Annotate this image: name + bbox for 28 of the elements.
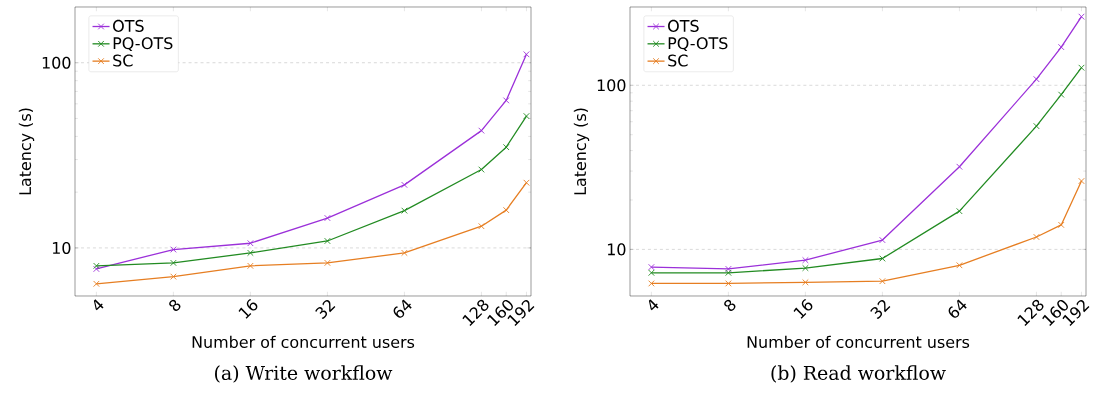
x-tick-label: 16 (238, 299, 258, 319)
y-axis-title: Latency (s) (573, 108, 590, 195)
y-tick-label: 10 (52, 241, 71, 254)
legend-label: SC (668, 54, 688, 67)
x-tick-label: 128 (462, 299, 489, 326)
x-tick-label: 8 (724, 299, 736, 312)
x-tick-label: 64 (948, 299, 967, 318)
x-tick-label: 32 (315, 300, 336, 320)
x-tick-label: 4 (648, 299, 659, 311)
x-tick-label: 4 (93, 299, 104, 311)
legend-label: PQ-OTS (668, 37, 728, 52)
x-axis-title: Number of concurrent users (192, 335, 415, 349)
y-axis-title: Latency (s) (18, 108, 35, 195)
y-tick-label: 10 (607, 243, 626, 256)
y-tick-label: 100 (42, 56, 71, 69)
legend-label: OTS (668, 19, 699, 32)
x-tick-label: 16 (793, 299, 813, 319)
text: (b) Read workflow (771, 365, 946, 383)
x-tick-label: 64 (393, 299, 412, 318)
x-tick-label: 8 (169, 299, 181, 312)
legend-label: PQ-OTS (113, 37, 173, 52)
text: (a) Write workflow (215, 365, 393, 383)
x-tick-label: 128 (1017, 299, 1044, 326)
y-tick-label: 100 (597, 79, 626, 92)
x-axis-title: Number of concurrent users (747, 335, 970, 349)
legend-label: OTS (113, 19, 144, 32)
legend-label: SC (113, 54, 133, 67)
x-tick-label: 32 (870, 300, 891, 320)
